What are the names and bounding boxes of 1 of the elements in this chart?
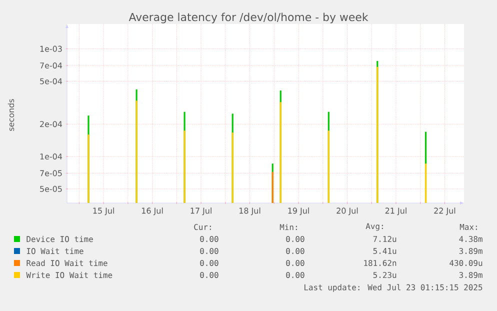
chart-title: Average latency for /dev/ol/home - by week xyxy=(128,12,368,24)
